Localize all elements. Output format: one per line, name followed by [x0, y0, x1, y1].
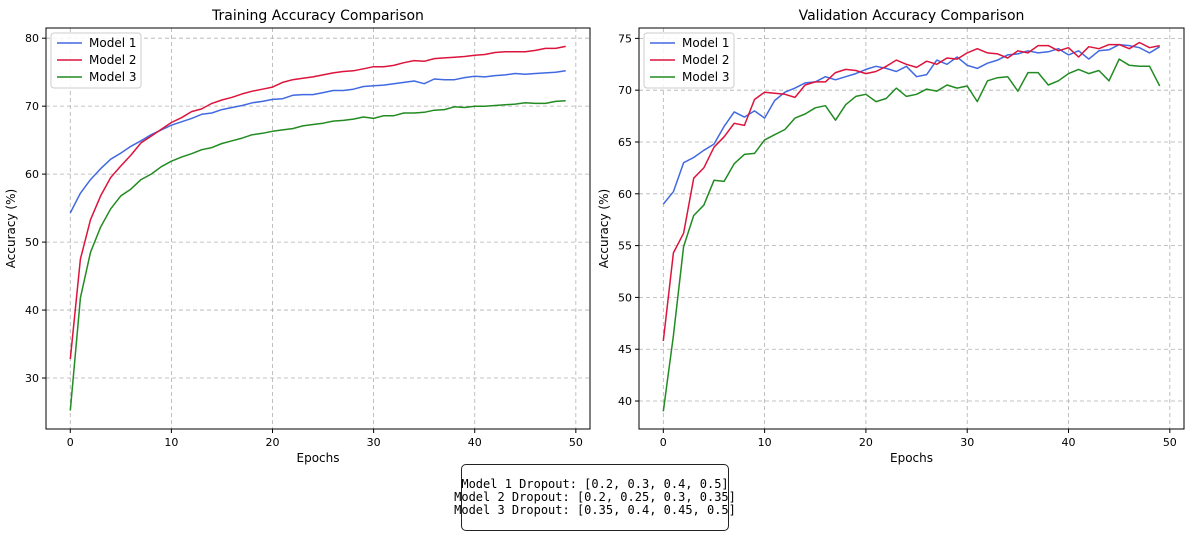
- y-tick-label: 60: [618, 188, 632, 201]
- series-line-model-1: [69, 70, 566, 214]
- note-line-model-2: Model 2 Dropout: [0.2, 0.25, 0.3, 0.35]: [454, 490, 736, 504]
- legend-box: [643, 32, 735, 89]
- legend-label-model-3: Model 3: [89, 70, 136, 84]
- x-tick-label: 0: [67, 436, 74, 449]
- legend-label-model-2: Model 2: [89, 53, 136, 67]
- x-axis-label: Epochs: [297, 451, 340, 465]
- validation-accuracy-chart: 0 10 20 30 40 50 40 45 50 55 60 65 70 75 Validation Ac…: [597, 8, 1185, 465]
- series-line-model-1: [662, 43, 1161, 205]
- series-line-model-3: [662, 58, 1161, 412]
- y-tick-label: 60: [25, 168, 39, 181]
- series-line-model-2: [69, 45, 566, 360]
- y-tick-label: 65: [618, 136, 632, 149]
- legend-label-model-2: Model 2: [682, 53, 729, 67]
- y-tick-label: 70: [25, 100, 39, 113]
- y-tick-label: 80: [25, 32, 39, 45]
- x-tick-label: 30: [960, 436, 974, 449]
- x-tick-label: 50: [1163, 436, 1177, 449]
- legend-label-model-1: Model 1: [89, 36, 136, 50]
- y-tick-label: 70: [618, 84, 632, 97]
- y-tick-label: 30: [25, 372, 39, 385]
- y-axis-label: Accuracy (%): [4, 189, 18, 268]
- y-tick-label: 50: [25, 236, 39, 249]
- y-tick-label: 45: [618, 343, 632, 356]
- x-tick-label: 40: [1062, 436, 1076, 449]
- legend-label-model-3: Model 3: [682, 70, 729, 84]
- note-line-model-1: Model 1 Dropout: [0.2, 0.3, 0.4, 0.5]: [461, 477, 729, 491]
- x-tick-label: 30: [367, 436, 381, 449]
- x-tick-label: 50: [569, 436, 583, 449]
- y-tick-label: 40: [25, 304, 39, 317]
- y-tick-label: 40: [618, 395, 632, 408]
- x-tick-label: 10: [758, 436, 772, 449]
- x-tick-label: 0: [660, 436, 667, 449]
- dropout-note-box: Model 1 Dropout: [0.2, 0.3, 0.4, 0.5] Mo…: [454, 464, 736, 531]
- series-line-model-2: [662, 41, 1160, 341]
- x-tick-label: 20: [265, 436, 279, 449]
- training-accuracy-chart: 0 10 20 30 40 50 30 40 50 60 70 80 Training Accuracy…: [4, 8, 591, 465]
- series-line-model-3: [69, 99, 566, 411]
- note-line-model-3: Model 3 Dropout: [0.35, 0.4, 0.45, 0.5]: [454, 503, 736, 517]
- x-axis-label: Epochs: [890, 451, 933, 465]
- x-tick-label: 10: [164, 436, 178, 449]
- y-tick-label: 50: [618, 291, 632, 304]
- legend-box: [50, 32, 142, 89]
- x-tick-label: 20: [859, 436, 873, 449]
- legend-label-model-1: Model 1: [682, 36, 729, 50]
- plot-frame: [638, 27, 1185, 430]
- y-tick-label: 75: [618, 32, 632, 45]
- y-tick-label: 55: [618, 240, 632, 253]
- plot-frame: [45, 27, 591, 430]
- x-tick-label: 40: [468, 436, 482, 449]
- chart-title: Training Accuracy Comparison: [211, 8, 424, 24]
- chart-title: Validation Accuracy Comparison: [799, 8, 1025, 24]
- y-axis-label: Accuracy (%): [597, 189, 611, 268]
